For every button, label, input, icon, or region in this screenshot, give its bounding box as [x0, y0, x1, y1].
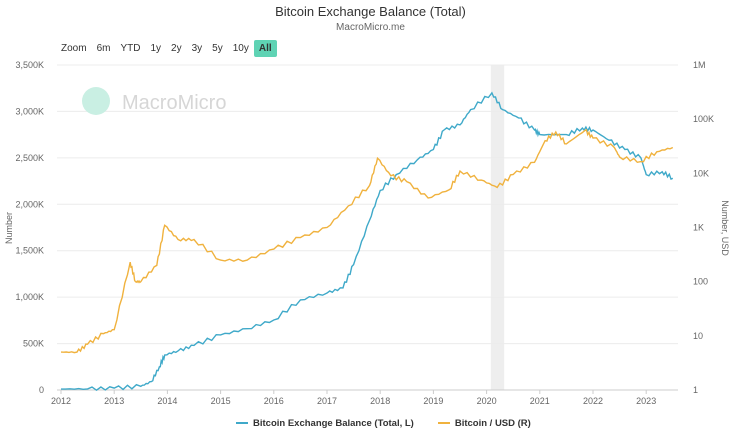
y-tick-label: 1,500K	[15, 246, 44, 256]
x-tick-label: 2019	[423, 396, 443, 406]
zoom-ytd[interactable]: YTD	[120, 43, 141, 54]
y2-tick-label: 1M	[693, 60, 706, 70]
zoom-6m[interactable]: 6m	[96, 43, 111, 54]
zoom-bar: Zoom 6m YTD 1y 2y 3y 5y 10y All	[56, 40, 277, 57]
x-tick-label: 2015	[211, 396, 231, 406]
series-line-0	[61, 91, 674, 392]
zoom-5y[interactable]: 5y	[212, 43, 223, 54]
y-tick-label: 1,000K	[15, 292, 44, 302]
x-tick-label: 2020	[477, 396, 497, 406]
x-tick-label: 2018	[370, 396, 390, 406]
zoom-3y[interactable]: 3y	[191, 43, 203, 54]
y-tick-label: 0	[39, 385, 44, 395]
y2-axis-label: Number, USD	[720, 200, 730, 256]
watermark: MacroMicro	[122, 92, 226, 114]
y2-tick-label: 10K	[693, 168, 709, 178]
x-tick-label: 2012	[51, 396, 71, 406]
y-tick-label: 2,500K	[15, 153, 44, 163]
series-line-1	[60, 128, 674, 354]
x-tick-label: 2017	[317, 396, 337, 406]
y-axis-label: Number	[4, 212, 14, 244]
chart-subtitle: MacroMicro.me	[336, 22, 405, 33]
y-tick-label: 2,000K	[15, 199, 44, 209]
chart-title: Bitcoin Exchange Balance (Total)	[275, 4, 466, 19]
x-tick-label: 2013	[104, 396, 124, 406]
y2-tick-label: 10	[693, 331, 703, 341]
zoom-all[interactable]: All	[253, 40, 277, 57]
y2-tick-label: 100	[693, 277, 708, 287]
shaded-band	[490, 65, 505, 390]
y2-tick-label: 100K	[693, 114, 714, 124]
y-tick-label: 3,000K	[15, 106, 44, 116]
x-tick-label: 2021	[530, 396, 550, 406]
y-tick-label: 3,500K	[15, 60, 44, 70]
x-tick-label: 2022	[583, 396, 603, 406]
x-tick-label: 2023	[636, 396, 656, 406]
zoom-2y[interactable]: 2y	[171, 43, 182, 54]
y2-tick-label: 1K	[693, 223, 704, 233]
zoom-1y[interactable]: 1y	[150, 43, 162, 54]
legend-item-price[interactable]: Bitcoin / USD (R)	[437, 418, 531, 429]
legend: Bitcoin Exchange Balance (Total, L) Bitc…	[236, 418, 531, 429]
y2-tick-label: 1	[693, 385, 698, 395]
x-tick-label: 2016	[264, 396, 284, 406]
zoom-10y[interactable]: 10y	[232, 43, 249, 54]
zoom-label: Zoom	[61, 43, 87, 54]
legend-item-balance[interactable]: Bitcoin Exchange Balance (Total, L)	[236, 418, 414, 429]
watermark-logo-icon	[82, 87, 110, 115]
y-tick-label: 500K	[23, 339, 44, 349]
x-tick-label: 2014	[157, 396, 177, 406]
